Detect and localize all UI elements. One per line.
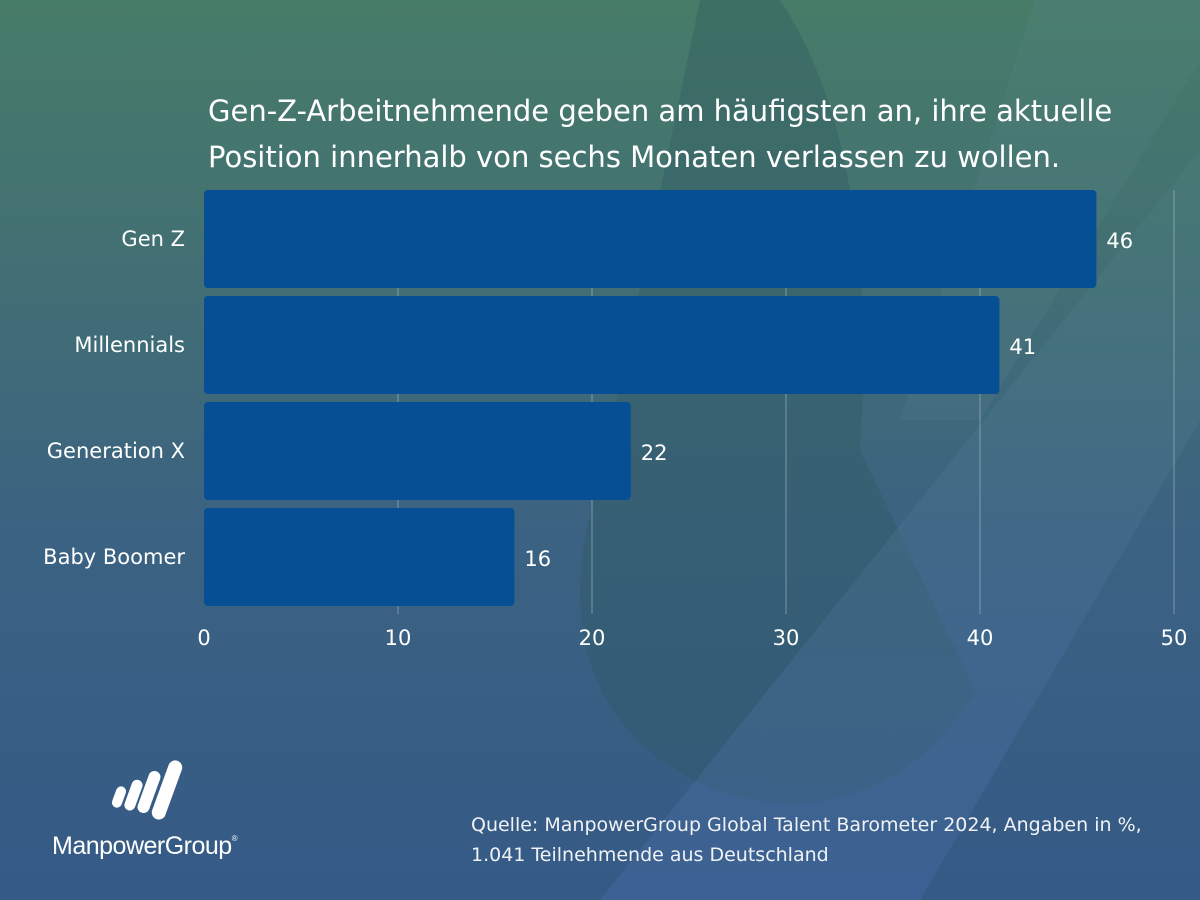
value-label: 16 <box>524 547 551 571</box>
labels: 0 10 20 30 40 50 Gen Z 46 Millennials 41 Generatio… <box>43 227 1187 650</box>
x-tick-label: 20 <box>579 626 606 650</box>
source-note: Quelle: ManpowerGroup Global Talent Baro… <box>471 810 1191 870</box>
category-label: Millennials <box>74 333 185 357</box>
category-label: Gen Z <box>121 227 185 251</box>
value-label: 41 <box>1009 335 1036 359</box>
source-line-1: Quelle: ManpowerGroup Global Talent Baro… <box>471 814 1142 836</box>
category-label: Generation X <box>47 439 185 463</box>
value-label: 46 <box>1106 229 1133 253</box>
value-label: 22 <box>641 441 668 465</box>
source-line-2: 1.041 Teilnehmende aus Deutschland <box>471 844 829 866</box>
registered-mark: ® <box>231 834 238 843</box>
x-tick-label: 40 <box>967 626 994 650</box>
x-tick-label: 30 <box>773 626 800 650</box>
x-tick-label: 10 <box>385 626 412 650</box>
bg-stripe-right <box>600 150 1200 900</box>
bar-generation-x <box>204 402 631 500</box>
x-tick-label: 50 <box>1161 626 1188 650</box>
logo-text: ManpowerGroup <box>52 832 232 860</box>
bars <box>204 190 1097 606</box>
bar-millennials <box>204 296 1000 394</box>
category-label: Baby Boomer <box>43 545 185 569</box>
logo-wordmark: ManpowerGroup® <box>52 832 238 861</box>
x-tick-label: 0 <box>197 626 210 650</box>
chart-title: Gen-Z-Arbeitnehmende geben am häufigsten… <box>208 94 1113 174</box>
bar-gen-z <box>204 190 1097 288</box>
bar-baby-boomer <box>204 508 515 606</box>
manpowergroup-logo-icon <box>111 760 183 820</box>
